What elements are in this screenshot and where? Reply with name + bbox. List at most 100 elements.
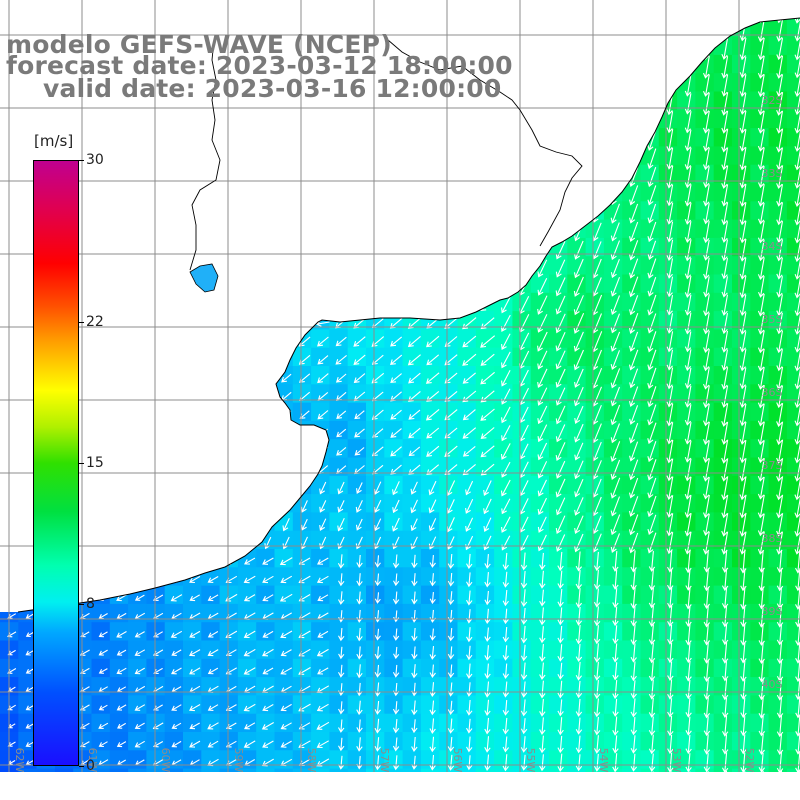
speed-cell <box>567 713 587 733</box>
speed-cell <box>567 420 587 440</box>
wind-arrow <box>702 110 710 134</box>
wind-arrow <box>501 516 511 533</box>
wind-arrow <box>648 642 656 664</box>
speed-cell <box>750 54 770 74</box>
speed-cell <box>603 750 623 770</box>
speed-cell <box>128 695 147 715</box>
wind-arrow <box>757 403 765 427</box>
wind-arrow <box>685 679 692 700</box>
wind-arrow <box>411 736 418 753</box>
speed-cell <box>658 603 678 623</box>
wind-arrow <box>703 129 710 152</box>
wind-arrow <box>411 700 418 716</box>
wind-arrow <box>189 722 200 730</box>
speed-cell <box>549 256 568 276</box>
wind-arrow <box>539 570 546 589</box>
speed-cell <box>695 128 715 147</box>
wind-arrow <box>684 221 692 243</box>
wind-arrow <box>722 661 729 682</box>
speed-cell <box>475 366 495 385</box>
wind-arrow <box>374 700 381 715</box>
speed-cell <box>512 292 532 312</box>
speed-cell <box>439 695 459 715</box>
speed-cell <box>768 274 788 294</box>
speed-cell <box>146 640 166 660</box>
speed-cell <box>567 585 587 605</box>
wind-arrow <box>647 203 657 224</box>
speed-cell <box>366 439 385 459</box>
wind-arrow <box>374 646 382 660</box>
wind-arrow <box>319 518 327 532</box>
speed-cell <box>732 292 751 312</box>
longitude-label: 60W <box>159 748 172 773</box>
wind-arrow <box>647 313 657 334</box>
speed-cell <box>457 402 477 422</box>
speed-cell <box>622 622 642 642</box>
wind-arrow <box>353 373 366 384</box>
speed-cell <box>750 530 770 550</box>
wind-arrow <box>739 349 747 372</box>
speed-cell <box>768 329 788 349</box>
speed-cell <box>549 530 568 550</box>
wind-arrow <box>647 294 657 316</box>
wind-arrow <box>337 554 345 569</box>
speed-cell <box>768 219 788 239</box>
wind-arrow <box>502 552 509 571</box>
speed-cell <box>439 585 459 605</box>
wind-arrow <box>575 717 583 735</box>
speed-cell <box>603 713 623 733</box>
wind-arrow <box>244 722 256 730</box>
wind-arrow <box>574 497 584 516</box>
wind-arrow <box>667 550 674 573</box>
speed-cell <box>201 713 221 733</box>
speed-cell <box>695 732 715 751</box>
speed-cell <box>402 695 422 715</box>
wind-arrow <box>739 421 747 445</box>
wind-arrow <box>393 573 400 587</box>
wind-arrow <box>466 663 473 680</box>
speed-cell <box>311 347 330 367</box>
speed-cell <box>585 292 605 312</box>
speed-cell <box>183 677 202 696</box>
speed-cell <box>439 420 459 440</box>
wind-arrow <box>574 240 584 260</box>
wind-arrow <box>462 335 477 348</box>
wind-arrow <box>189 649 201 657</box>
speed-cell <box>732 640 751 660</box>
wind-arrow <box>555 259 566 278</box>
speed-cell <box>750 146 770 166</box>
speed-cell <box>366 420 385 440</box>
speed-cell <box>713 219 733 239</box>
wind-arrow <box>426 354 440 366</box>
wind-arrow <box>484 736 491 753</box>
wind-arrow <box>684 440 692 463</box>
speed-cell <box>585 366 605 385</box>
wind-arrow <box>98 704 108 711</box>
wind-arrow <box>484 699 491 717</box>
wind-arrow <box>647 477 657 499</box>
wind-arrow <box>555 240 566 260</box>
speed-cell <box>311 750 330 770</box>
wind-arrow <box>555 368 566 388</box>
speed-cell <box>713 311 733 330</box>
wind-arrow <box>739 74 747 98</box>
wind-arrow <box>721 494 729 519</box>
latitude-label: 32S <box>762 94 783 107</box>
wind-arrow <box>776 110 784 134</box>
speed-cell <box>494 475 513 495</box>
speed-cell <box>311 402 330 422</box>
wind-arrow <box>574 515 584 535</box>
speed-cell <box>311 549 330 568</box>
wind-arrow <box>393 628 400 641</box>
wind-arrow <box>171 704 182 711</box>
wind-arrow <box>575 624 583 645</box>
wind-arrow <box>447 572 455 587</box>
wind-arrow <box>776 74 784 98</box>
speed-cell <box>677 109 696 129</box>
speed-cell <box>695 347 715 367</box>
wind-arrow <box>612 735 619 754</box>
speed-cell <box>457 366 477 385</box>
speed-cell <box>750 347 770 367</box>
wind-arrow <box>207 740 219 748</box>
wind-arrow <box>666 331 674 353</box>
